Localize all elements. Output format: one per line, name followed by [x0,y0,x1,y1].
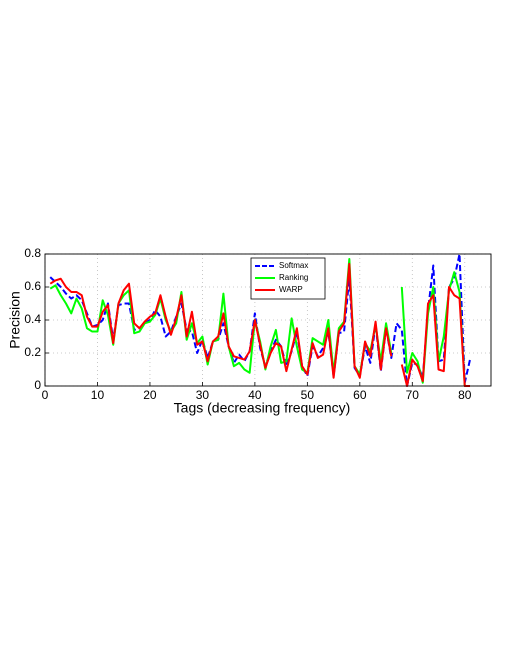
x-tick-label: 0 [42,388,49,402]
legend-label: WARP [279,285,303,294]
x-tick-label: 60 [353,388,367,402]
y-axis-label: Precision [7,291,23,349]
y-tick-label: 0.6 [24,279,41,293]
x-tick-label: 10 [91,388,105,402]
y-tick-label: 0.8 [24,246,41,260]
legend: Softmax Ranking WARP [250,257,326,300]
x-axis-label: Tags (decreasing frequency) [174,400,351,416]
legend-label: Softmax [279,261,308,270]
y-tick-label: 0.4 [24,312,41,326]
x-tick-label: 80 [458,388,472,402]
x-tick-label: 50 [301,388,315,402]
x-tick-label: 40 [248,388,262,402]
y-tick-label: 0 [34,378,41,392]
x-tick-label: 20 [143,388,157,402]
x-tick-label: 30 [196,388,210,402]
x-tick-label: 70 [406,388,420,402]
series-line [49,262,471,387]
y-tick-label: 0.2 [24,345,41,359]
plot-frame [44,253,492,387]
legend-label: Ranking [279,273,308,282]
